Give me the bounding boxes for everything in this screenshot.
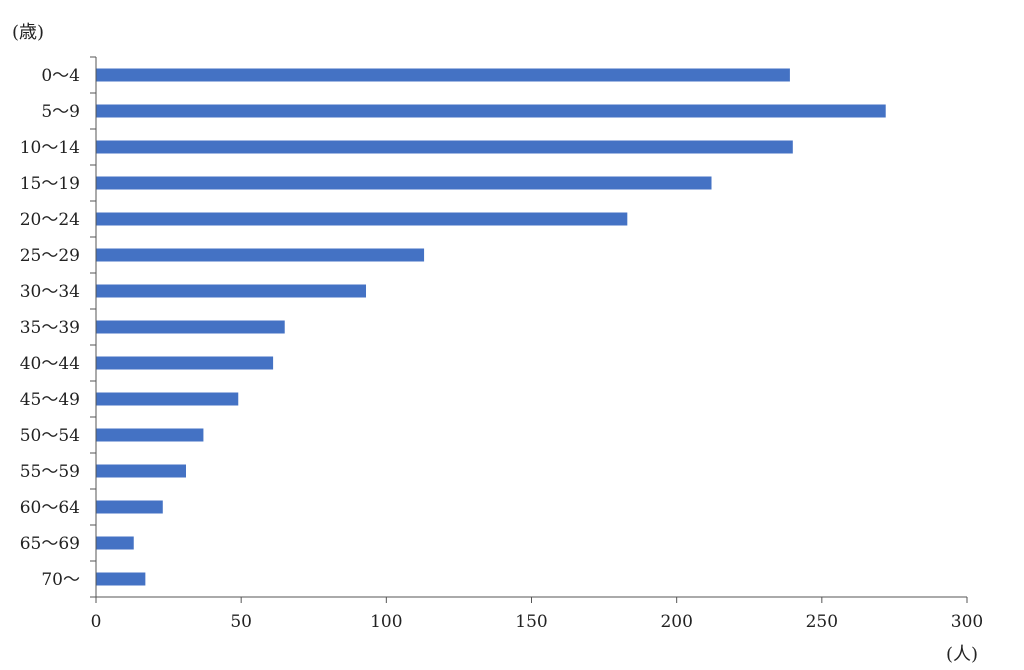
bar-12 xyxy=(96,500,163,514)
y-tick-label: 15～19 xyxy=(20,174,80,194)
bar-3 xyxy=(96,176,712,190)
y-tick-label: 55～59 xyxy=(20,462,80,482)
y-axis-unit-label: (歳) xyxy=(12,22,44,43)
bar-1 xyxy=(96,104,886,118)
axes-group xyxy=(90,56,968,603)
x-tick-label: 150 xyxy=(515,612,547,632)
y-tick-label: 25～29 xyxy=(20,246,80,266)
x-tick-label: 300 xyxy=(951,612,983,632)
bar-0 xyxy=(96,68,790,82)
bar-9 xyxy=(96,392,239,406)
y-tick-label: 65～69 xyxy=(20,534,80,554)
y-tick-label: 30～34 xyxy=(20,282,80,302)
bars-group xyxy=(96,68,886,586)
bar-8 xyxy=(96,356,274,370)
x-tick-label: 0 xyxy=(91,612,102,632)
y-tick-label: 0～4 xyxy=(41,66,80,86)
bar-6 xyxy=(96,284,367,298)
x-tick-label: 50 xyxy=(230,612,252,632)
y-tick-label: 10～14 xyxy=(20,138,80,158)
y-tick-label: 45～49 xyxy=(20,390,80,410)
y-tick-label: 60～64 xyxy=(20,498,80,518)
y-tick-label: 50～54 xyxy=(20,426,80,446)
bar-4 xyxy=(96,212,628,226)
x-tick-label: 250 xyxy=(806,612,838,632)
bar-11 xyxy=(96,464,186,478)
bar-14 xyxy=(96,572,146,586)
x-tick-label: 100 xyxy=(370,612,402,632)
bar-13 xyxy=(96,536,134,550)
bar-7 xyxy=(96,320,285,334)
y-tick-label: 70～ xyxy=(41,570,80,590)
x-tick-label: 200 xyxy=(660,612,692,632)
labels-group: 0～4 5～9 10～14 15～19 20～24 25～29 30～34 35～39 40～4… xyxy=(20,66,983,632)
bar-10 xyxy=(96,428,204,442)
bar-5 xyxy=(96,248,425,262)
x-axis-unit-label: (人) xyxy=(946,644,978,665)
y-tick-label: 40～44 xyxy=(20,354,80,374)
y-tick-label: 5～9 xyxy=(41,102,80,122)
bar-2 xyxy=(96,140,793,154)
y-tick-label: 35～39 xyxy=(20,318,80,338)
y-tick-label: 20～24 xyxy=(20,210,80,230)
